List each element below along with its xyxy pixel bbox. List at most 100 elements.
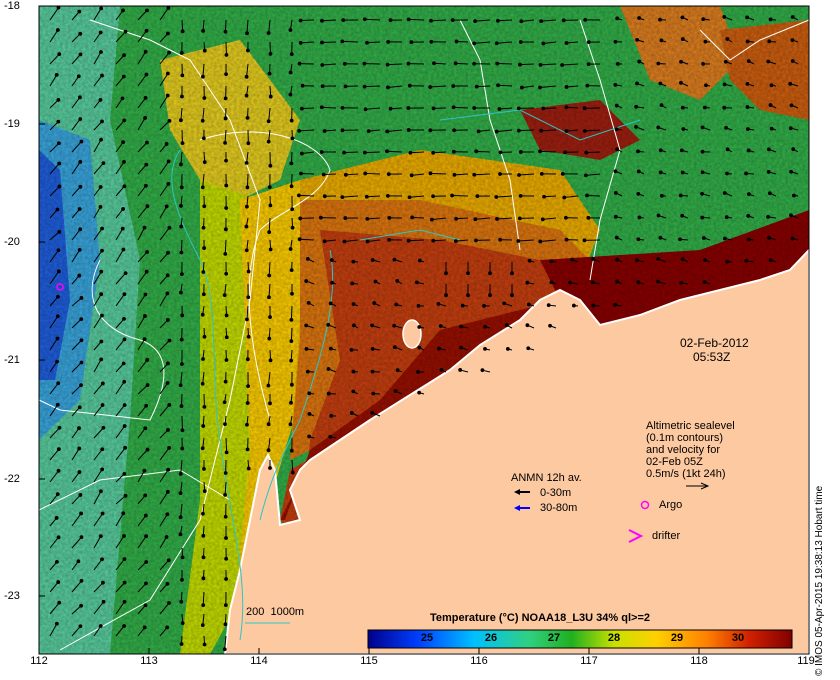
velocity-arrow-head [245, 317, 249, 322]
velocity-arrow-head [432, 61, 436, 66]
velocity-arrow-head [289, 268, 294, 273]
velocity-arrow-head [306, 369, 310, 374]
velocity-arrow-head [144, 72, 149, 77]
velocity-arrow-head [326, 367, 331, 371]
velocity-arrow-head [680, 15, 685, 20]
velocity-arrow-head [370, 258, 375, 262]
velocity-arrow [71, 118, 81, 131]
velocity-arrow-head [613, 82, 618, 87]
velocity-arrow-head [101, 580, 105, 585]
velocity-arrow [93, 448, 103, 461]
velocity-arrow-head [245, 31, 249, 36]
velocity-arrow [159, 447, 170, 461]
velocity-arrow-head [351, 369, 356, 374]
velocity-arrow-head [518, 150, 523, 154]
velocity-arrow [159, 602, 170, 615]
velocity-arrow [49, 74, 58, 87]
velocity-arrow-head [582, 106, 587, 111]
velocity-arrow [496, 129, 513, 133]
velocity-arrow-head [246, 295, 251, 300]
velocity-arrow [159, 513, 168, 527]
velocity-arrow-head [167, 446, 171, 450]
velocity-arrow [412, 216, 425, 219]
velocity-arrow-head [789, 213, 793, 218]
velocity-arrow-head [466, 293, 470, 298]
velocity-arrow [71, 161, 81, 175]
velocity-arrow-head [474, 149, 479, 154]
velocity-arrow-head [55, 359, 59, 364]
velocity-arrow-head [680, 37, 685, 41]
velocity-arrow [49, 271, 60, 285]
velocity-arrow-head [79, 317, 84, 322]
velocity-arrow-head [142, 225, 147, 230]
velocity-arrow-head [790, 38, 795, 42]
velocity-arrow-head [56, 468, 61, 473]
velocity-arrow-head [56, 294, 60, 299]
velocity-arrow-head [330, 280, 334, 285]
velocity-arrow [137, 142, 148, 153]
velocity-arrow-head [518, 193, 523, 198]
velocity-arrow-head [498, 237, 503, 242]
velocity-arrow-head [121, 8, 125, 13]
velocity-arrow-head [473, 19, 478, 23]
velocity-arrow-head [305, 257, 310, 261]
velocity-arrow-head [680, 105, 685, 110]
velocity-arrow [246, 19, 249, 34]
velocity-arrow [49, 537, 59, 549]
velocity-arrow [159, 469, 169, 483]
velocity-arrow [115, 601, 125, 615]
velocity-arrow [115, 98, 123, 109]
velocity-arrow [202, 173, 205, 188]
velocity-arrow-head [701, 61, 705, 66]
velocity-arrow-head [320, 40, 324, 45]
velocity-arrow [365, 172, 381, 175]
velocity-arrow [496, 217, 513, 220]
velocity-arrow [93, 8, 102, 21]
velocity-arrow [137, 535, 147, 549]
velocity-arrow-head [789, 103, 794, 108]
velocity-arrow [366, 195, 381, 198]
velocity-arrow [321, 19, 337, 22]
velocity-arrow-head [268, 52, 273, 56]
velocity-arrow-head [658, 17, 662, 22]
velocity-arrow-head [180, 73, 185, 78]
velocity-arrow-head [362, 17, 367, 22]
velocity-arrow-head [165, 273, 170, 278]
velocity-arrow-head [658, 148, 663, 153]
velocity-arrow-head [431, 150, 436, 155]
velocity-arrow-head [223, 96, 228, 101]
velocity-arrow-head [223, 514, 228, 519]
map-time: 05:53Z [693, 350, 731, 364]
velocity-arrow [71, 494, 81, 505]
velocity-arrow [367, 41, 381, 44]
velocity-arrow-head [454, 216, 459, 221]
velocity-arrow-head [542, 194, 546, 199]
velocity-arrow [137, 10, 148, 21]
velocity-arrow-head [362, 84, 367, 89]
velocity-arrow-head [143, 603, 148, 608]
velocity-arrow-head [266, 448, 271, 453]
velocity-arrow-head [166, 467, 171, 472]
velocity-arrow-head [245, 357, 250, 362]
velocity-arrow-head [564, 41, 569, 45]
velocity-arrow-head [79, 535, 84, 540]
velocity-arrow [159, 95, 169, 109]
velocity-arrow-head [538, 85, 542, 90]
velocity-arrow-head [586, 62, 591, 67]
velocity-arrow-head [180, 577, 184, 582]
velocity-arrow [566, 41, 579, 44]
velocity-arrow-head [180, 141, 185, 146]
velocity-arrow-head [659, 193, 664, 198]
velocity-arrow-head [370, 323, 374, 328]
velocity-arrow-head [406, 238, 411, 243]
velocity-arrow [49, 231, 60, 241]
velocity-arrow [299, 238, 315, 241]
velocity-arrow-head [223, 471, 228, 475]
velocity-arrow-head [202, 489, 207, 494]
velocity-arrow-head [57, 52, 62, 57]
velocity-arrow-head [288, 247, 293, 251]
colorbar-title: Temperature (°C) NOAA18_L3U 34% ql>=2 [430, 612, 650, 624]
velocity-arrow-head [179, 250, 184, 255]
velocity-arrow [49, 249, 59, 263]
velocity-arrow [115, 293, 125, 307]
